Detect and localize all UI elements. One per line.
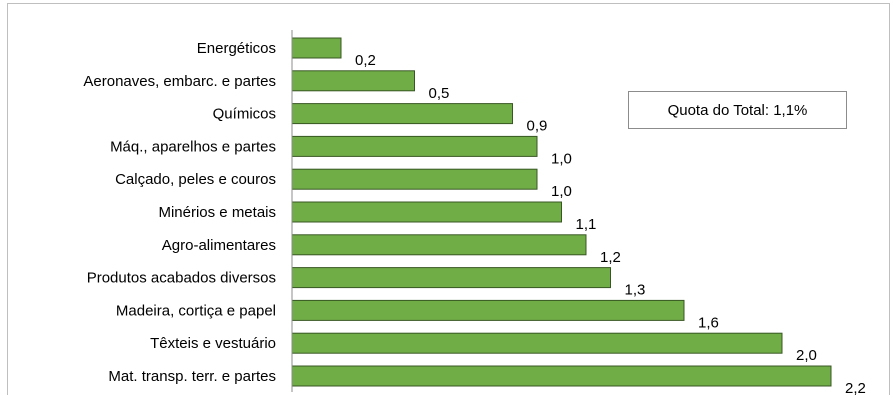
- value-label: 2,2: [845, 380, 866, 397]
- value-label: 2,0: [796, 347, 817, 364]
- value-label: 0,2: [355, 52, 376, 69]
- bar: [291, 37, 342, 59]
- value-label: 0,9: [527, 118, 548, 135]
- bars-group: [291, 37, 832, 387]
- bar: [291, 332, 783, 354]
- value-label: 1,1: [576, 216, 597, 233]
- value-label: 1,2: [600, 249, 621, 266]
- bar: [291, 135, 538, 157]
- bar: [291, 299, 685, 321]
- quota-annotation-text: Quota do Total: 1,1%: [667, 101, 808, 119]
- category-label: Aeronaves, embarc. e partes: [83, 73, 276, 90]
- category-label: Agro-alimentares: [162, 237, 276, 254]
- category-label: Produtos acabados diversos: [87, 270, 276, 287]
- value-label: 1,3: [625, 282, 646, 299]
- value-label: 1,0: [551, 183, 572, 200]
- category-label: Energéticos: [197, 40, 276, 57]
- chart-frame: [7, 3, 890, 395]
- category-label: Madeira, cortiça e papel: [116, 302, 276, 319]
- bar: [291, 267, 611, 289]
- category-label: Mat. transp. terr. e partes: [108, 368, 276, 385]
- category-label: Calçado, peles e couros: [115, 171, 276, 188]
- quota-annotation-box: Quota do Total: 1,1%: [628, 91, 847, 129]
- value-label: 1,6: [698, 314, 719, 331]
- value-label: 0,5: [429, 85, 450, 102]
- value-label: 1,0: [551, 150, 572, 167]
- value-labels-group: 0,20,50,91,01,01,11,21,31,62,02,2: [355, 52, 866, 397]
- bar: [291, 365, 832, 387]
- category-label: Minérios e metais: [158, 204, 276, 221]
- bar: [291, 234, 587, 256]
- bar: [291, 103, 513, 125]
- category-labels-group: Energéticos Aeronaves, embarc. e partes Qu…: [83, 40, 276, 385]
- category-label: Têxteis e vestuário: [150, 335, 276, 352]
- category-label: Máq., aparelhos e partes: [110, 138, 276, 155]
- bar: [291, 70, 415, 92]
- category-label: Químicos: [213, 106, 276, 123]
- bar: [291, 168, 538, 190]
- bar: [291, 201, 562, 223]
